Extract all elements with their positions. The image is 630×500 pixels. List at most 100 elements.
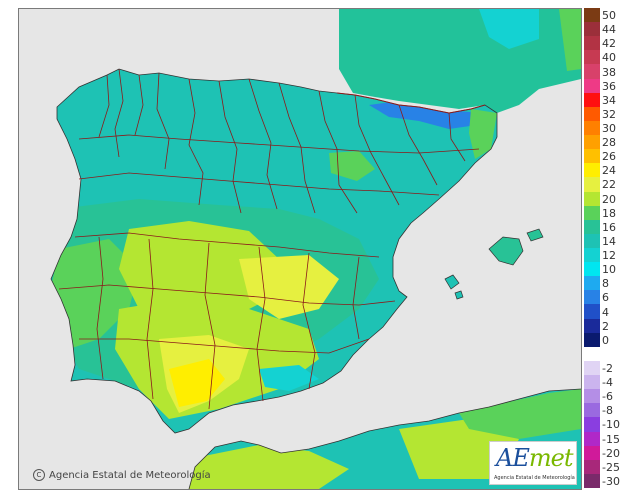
logo-wordmark: AEmet (496, 444, 573, 472)
credit-label: C Agencia Estatal de Meteorología (33, 469, 211, 481)
legend-entry (582, 346, 630, 361)
legend-entry: -25 (582, 459, 630, 474)
legend-entry: -4 (582, 375, 630, 390)
legend-swatch (584, 191, 600, 206)
legend-label: -10 (602, 418, 620, 432)
legend-entry: -2 (582, 360, 630, 376)
temperature-legend: 50 44 42 40 38 36 34 32 30 28 26 24 22 20 18 16 14 12 10 8 6… (582, 8, 630, 488)
legend-label: -25 (602, 460, 620, 474)
legend-entry: 28 (582, 135, 630, 150)
north-africa-coastline (188, 388, 581, 489)
legend-label: 22 (602, 178, 616, 192)
legend-label: -8 (602, 404, 613, 418)
legend-entry: 40 (582, 50, 630, 65)
legend-label: 6 (602, 291, 609, 305)
ibiza (444, 274, 460, 290)
legend-swatch (584, 318, 600, 333)
legend-label: 32 (602, 107, 616, 121)
aemet-logo: AEmet Agencia Estatal de Meteorología (489, 441, 577, 485)
legend-swatch (584, 106, 600, 121)
temperature-map (19, 9, 581, 489)
legend-entry: 6 (582, 290, 630, 305)
catalonia-mild (469, 109, 497, 159)
legend-entry: 30 (582, 120, 630, 136)
mallorca (488, 236, 524, 266)
legend-swatch (584, 177, 600, 192)
legend-swatch (584, 205, 600, 220)
legend-swatch (584, 120, 600, 136)
province-borders (58, 68, 480, 410)
legend-entry: 2 (582, 318, 630, 333)
legend-swatch (584, 248, 600, 263)
legend-label: -30 (602, 474, 620, 488)
algeria-coast-mild (459, 389, 581, 439)
legend-label: 16 (602, 220, 616, 234)
legend-label: 8 (602, 277, 609, 291)
legend-entry: 34 (582, 92, 630, 107)
legend-label: 12 (602, 249, 616, 263)
legend-label: 20 (602, 192, 616, 206)
france-alps-cold (479, 9, 539, 49)
legend-label: 44 (602, 23, 616, 37)
legend-label: -6 (602, 390, 613, 404)
legend-entry: 42 (582, 36, 630, 51)
legend-swatch (584, 445, 600, 460)
legend-swatch (584, 332, 600, 347)
legend-swatch (584, 473, 600, 488)
legend-label: 34 (602, 93, 616, 107)
legend-swatch (584, 276, 600, 291)
legend-entry: 4 (582, 304, 630, 319)
legend-entry: 38 (582, 64, 630, 79)
legend-swatch (584, 417, 600, 432)
legend-swatch (584, 262, 600, 277)
legend-entry: -8 (582, 403, 630, 418)
legend-label: -15 (602, 432, 620, 446)
legend-swatch (584, 375, 600, 390)
legend-swatch (584, 163, 600, 178)
legend-label: 30 (602, 121, 616, 135)
legend-label: 4 (602, 305, 609, 319)
legend-entry: -20 (582, 445, 630, 460)
legend-entry: 32 (582, 106, 630, 121)
legend-entry: 50 (582, 8, 630, 23)
legend-label: 42 (602, 37, 616, 51)
legend-label: 14 (602, 234, 616, 248)
legend-swatch (584, 149, 600, 164)
legend-swatch (584, 360, 600, 376)
sierra-nevada-cool (259, 365, 319, 391)
legend-swatch (584, 135, 600, 150)
legend-entry: 0 (582, 332, 630, 347)
legend-entry: -6 (582, 389, 630, 404)
legend-label: 10 (602, 263, 616, 277)
legend-label: 26 (602, 150, 616, 164)
legend-label: 2 (602, 319, 609, 333)
morocco-warm (189, 445, 349, 489)
formentera (454, 290, 464, 300)
legend-label: 36 (602, 79, 616, 93)
legend-entry: -15 (582, 431, 630, 446)
legend-label: 38 (602, 65, 616, 79)
legend-swatch (584, 304, 600, 319)
legend-entry: 44 (582, 22, 630, 37)
legend-entry: -10 (582, 417, 630, 432)
pyrenees-cold (369, 101, 479, 129)
legend-entry: 20 (582, 191, 630, 206)
legend-label: 40 (602, 51, 616, 65)
france-spain-border (336, 92, 486, 114)
copyright-icon: C (33, 469, 45, 481)
legend-swatch (584, 50, 600, 65)
legend-entry: 24 (582, 163, 630, 178)
legend-entry: 12 (582, 248, 630, 263)
logo-subtitle: Agencia Estatal de Meteorología (494, 475, 575, 481)
legend-entry: 22 (582, 177, 630, 192)
iberia-coastline (50, 68, 498, 434)
legend-label: -20 (602, 446, 620, 460)
extremadura-warm (119, 221, 279, 329)
legend-label: -4 (602, 376, 613, 390)
legend-swatch (584, 64, 600, 79)
legend-swatch (584, 459, 600, 474)
legend-swatch (584, 92, 600, 107)
legend-swatch (584, 233, 600, 248)
legend-label: 18 (602, 206, 616, 220)
map-panel: C Agencia Estatal de Meteorología AEmet A… (18, 8, 582, 490)
